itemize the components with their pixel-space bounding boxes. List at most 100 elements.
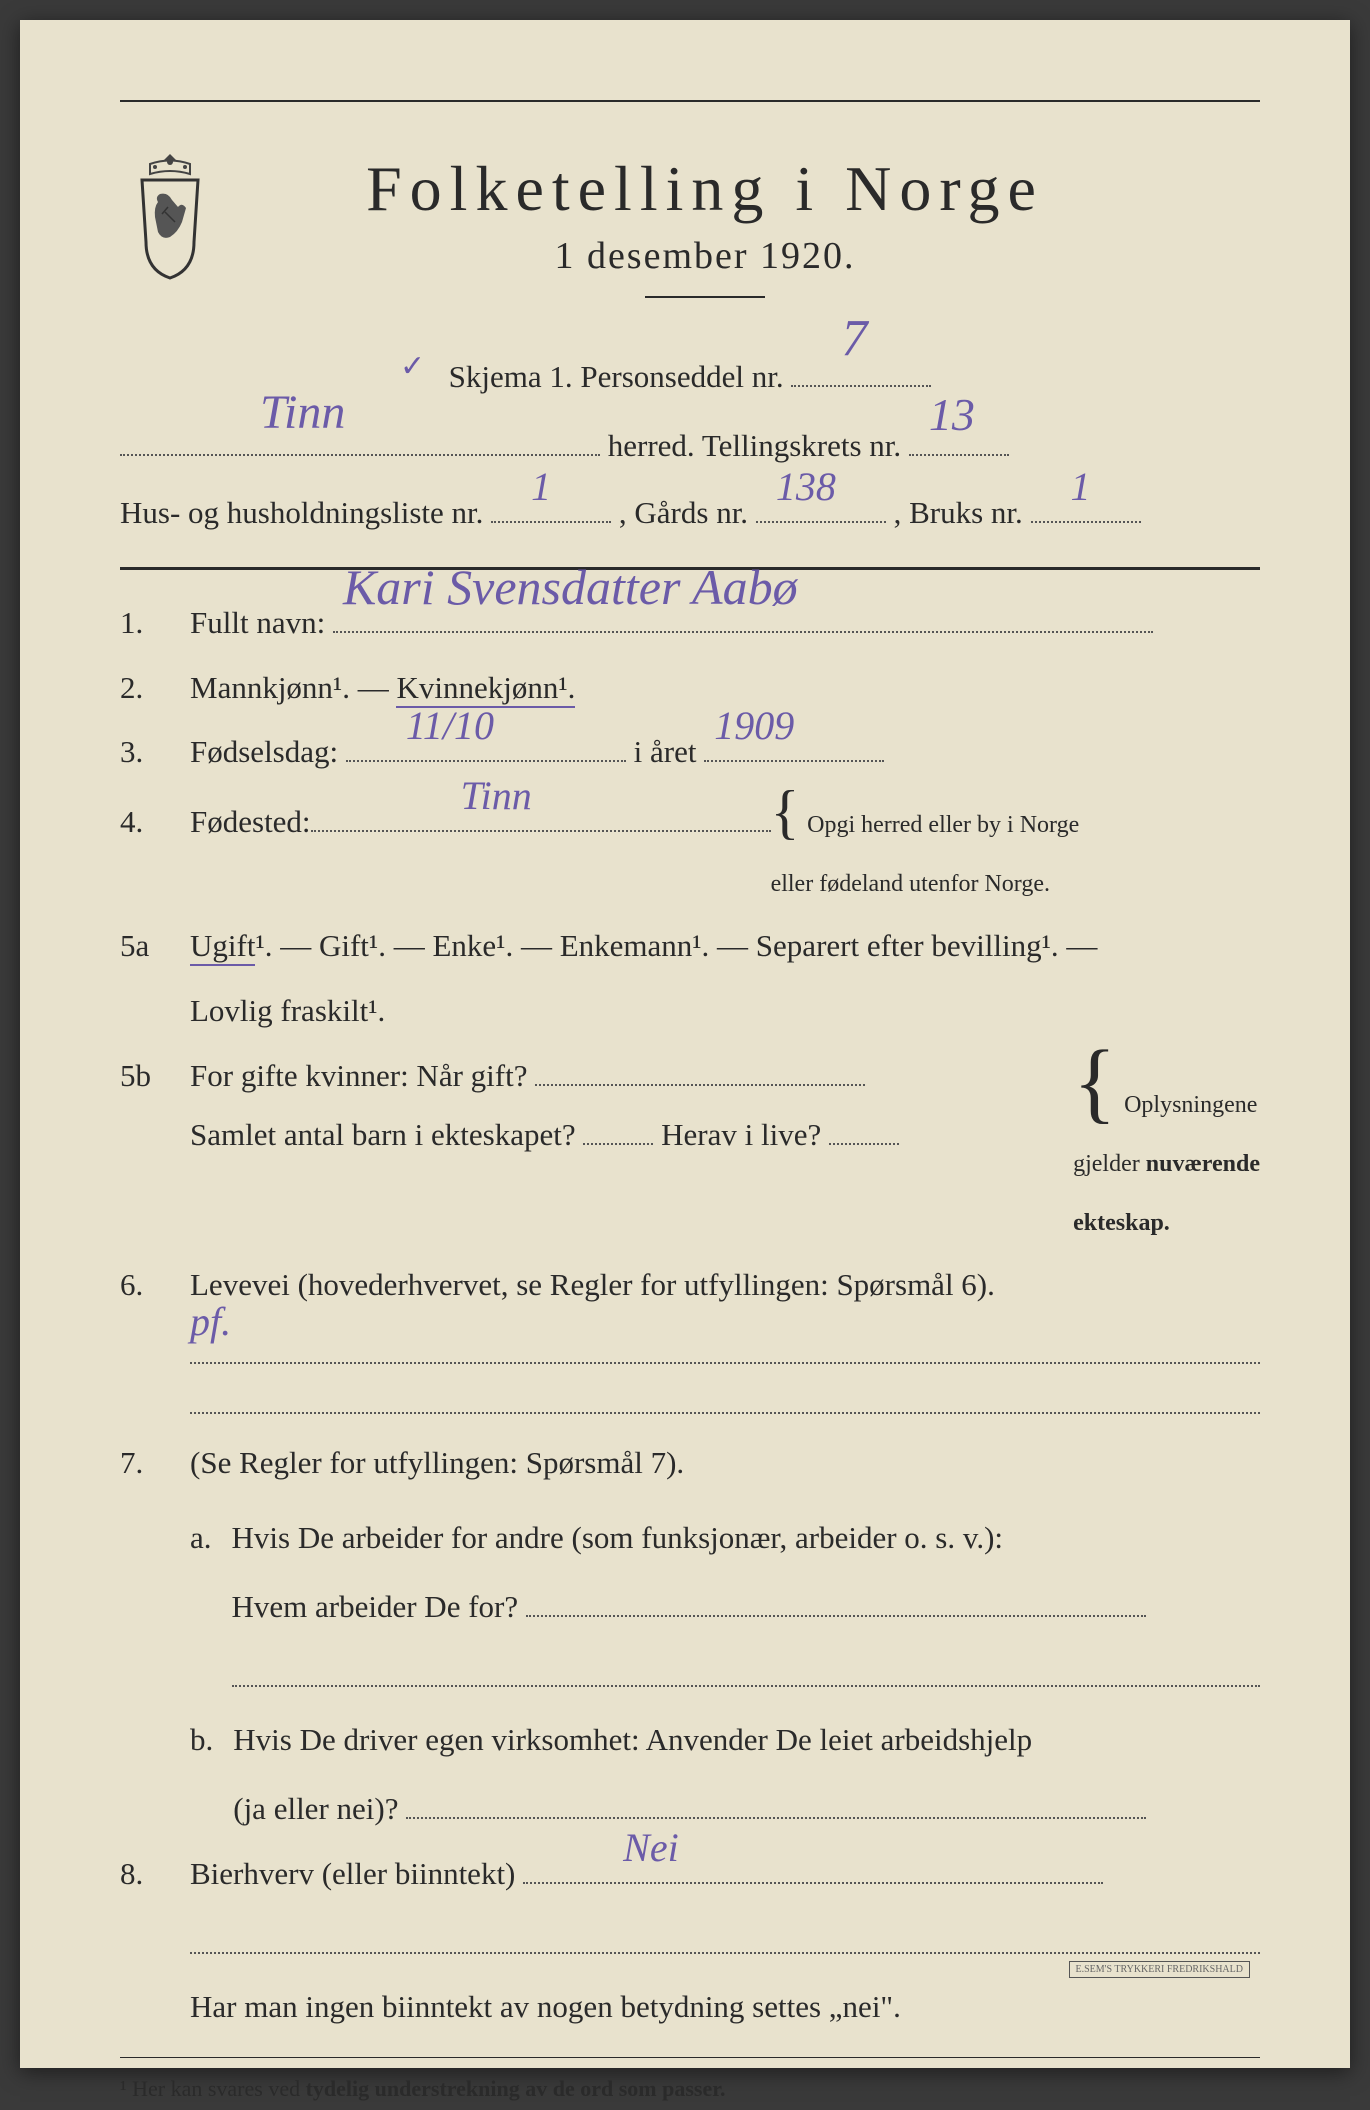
- q3-year-value: 1909: [714, 688, 794, 764]
- q6-num: 6.: [120, 1256, 170, 1315]
- q7-num: 7.: [120, 1434, 170, 1493]
- q5a-num: 5a: [120, 917, 170, 976]
- q4-num: 4.: [120, 793, 170, 852]
- q7-row: 7. (Se Regler for utfyllingen: Spørsmål …: [120, 1434, 1260, 1838]
- q4-label: Fødested:: [190, 793, 311, 852]
- q7a: a. Hvis De arbeider for andre (som funks…: [190, 1509, 1260, 1701]
- q5b-barn-field: [583, 1143, 653, 1145]
- gaards-value: 138: [776, 449, 836, 525]
- subtitle: 1 desember 1920.: [250, 234, 1160, 278]
- q3-mid: i året: [634, 734, 697, 769]
- q7b-field: [406, 1817, 1146, 1819]
- q4-row: 4. Fødested: Tinn { Opgi herred eller by…: [120, 788, 1260, 911]
- q8-row: 8. Bierhverv (eller biinntekt) Nei: [120, 1845, 1260, 1968]
- q5a-text: Ugift¹. — Gift¹. — Enke¹. — Enkemann¹. —…: [190, 928, 1097, 966]
- q4-note: Opgi herred eller by i Norge eller fødel…: [771, 812, 1080, 897]
- q5b-note3: ekteskap.: [1073, 1210, 1170, 1236]
- main-title: Folketelling i Norge: [250, 152, 1160, 226]
- q5b-row: 5b For gifte kvinner: Når gift? Samlet a…: [120, 1047, 1260, 1250]
- q8-content: Bierhverv (eller biinntekt) Nei: [190, 1845, 1260, 1968]
- q8-value: Nei: [623, 1810, 679, 1886]
- q2-label: Mannkjønn¹. —: [190, 670, 396, 705]
- q7a-line2-wrap: Hvem arbeider De for?: [232, 1578, 1260, 1637]
- title-divider: [645, 296, 765, 298]
- brace-icon-2: {: [1073, 1033, 1116, 1132]
- q5b-left: For gifte kvinner: Når gift? Samlet anta…: [190, 1047, 1063, 1250]
- q2-row: 2. Mannkjønn¹. — Kvinnekjønn¹.: [120, 659, 1260, 718]
- form-body: ✓ Skjema 1. Personseddel nr. 7 Tinn herr…: [120, 348, 1260, 2110]
- tick-mark: ✓: [400, 338, 425, 395]
- form-inner: Folketelling i Norge 1 desember 1920. ✓ …: [120, 100, 1260, 2008]
- q5a-row: 5a Ugift¹. — Gift¹. — Enke¹. — Enkemann¹…: [120, 917, 1260, 1041]
- q1-num: 1.: [120, 594, 170, 653]
- gaards-field: 138: [756, 521, 886, 523]
- tellingskrets-value: 13: [929, 371, 975, 458]
- bottom-note: Har man ingen biinntekt av nogen betydni…: [190, 1978, 1260, 2037]
- crest-svg: [120, 152, 220, 282]
- title-block: Folketelling i Norge 1 desember 1920.: [250, 152, 1260, 328]
- q7a-line2: Hvem arbeider De for?: [232, 1589, 519, 1624]
- q7a-line1: Hvis De arbeider for andre (som funksjon…: [232, 1509, 1260, 1568]
- q4-content: Fødested: Tinn { Opgi herred eller by i …: [190, 788, 1260, 911]
- q5b-gift-field: [535, 1084, 865, 1086]
- q4-note2: eller fødeland utenfor Norge.: [771, 871, 1050, 897]
- q3-day-value: 11/10: [406, 688, 494, 764]
- q7b-body: Hvis De driver egen virksomhet: Anvender…: [233, 1711, 1260, 1839]
- husliste-value: 1: [531, 449, 551, 525]
- q6-value: pf.: [190, 1284, 231, 1360]
- q1-value: Kari Svensdatter Aabø: [343, 540, 798, 635]
- q7b-line2-wrap: (ja eller nei)?: [233, 1780, 1260, 1839]
- skjema-label: Skjema 1. Personseddel nr.: [449, 359, 784, 394]
- brace-icon: {: [771, 779, 800, 845]
- gaards-label: , Gårds nr.: [619, 495, 748, 530]
- q5b-l2b: Herav i live?: [661, 1117, 821, 1152]
- q3-content: Fødselsdag: 11/10 i året 1909: [190, 723, 1260, 782]
- q4-note1: Opgi herred eller by i Norge: [807, 812, 1079, 838]
- q6-content: Levevei (hovederhvervet, se Regler for u…: [190, 1256, 1260, 1429]
- q5b-line1: For gifte kvinner: Når gift?: [190, 1047, 1063, 1106]
- q7a-line3: [232, 1651, 1260, 1687]
- q4-field: Tinn: [311, 830, 771, 832]
- footnote-rule: [120, 2057, 1260, 2058]
- q5b-note1: Oplysningene: [1124, 1092, 1257, 1118]
- q8-field: Nei: [523, 1882, 1103, 1884]
- coat-of-arms-icon: [120, 152, 220, 282]
- q5b-l1a: For gifte kvinner: Når gift?: [190, 1058, 527, 1093]
- q7a-letter: a.: [190, 1509, 212, 1701]
- q8-label: Bierhverv (eller biinntekt): [190, 1856, 515, 1891]
- q5b-live-field: [829, 1143, 899, 1145]
- footnote: ¹ Her kan svares ved tydelig understrekn…: [120, 2068, 1260, 2110]
- q5b-note-block: { Oplysningene gjelder nuværende ekteska…: [1073, 1047, 1260, 1250]
- bruks-value: 1: [1071, 449, 1091, 525]
- q7b: b. Hvis De driver egen virksomhet: Anven…: [190, 1711, 1260, 1839]
- q1-row: 1. Fullt navn: Kari Svensdatter Aabø: [120, 594, 1260, 653]
- husliste-row: Hus- og husholdningsliste nr. 1 , Gårds …: [120, 484, 1260, 543]
- q3-num: 3.: [120, 723, 170, 782]
- herred-value: Tinn: [260, 367, 345, 458]
- q1-content: Fullt navn: Kari Svensdatter Aabø: [190, 594, 1260, 653]
- personseddel-field: 7: [791, 385, 931, 387]
- q7-label: (Se Regler for utfyllingen: Spørsmål 7).: [190, 1445, 684, 1480]
- q3-label: Fødselsdag:: [190, 734, 338, 769]
- husliste-field: 1: [491, 521, 611, 523]
- q5b-line2: Samlet antal barn i ekteskapet? Herav i …: [190, 1106, 1063, 1165]
- q7b-line1: Hvis De driver egen virksomhet: Anvender…: [233, 1711, 1260, 1770]
- q4-note-block: { Opgi herred eller by i Norge eller fød…: [771, 788, 1080, 911]
- q1-label: Fullt navn:: [190, 605, 325, 640]
- herred-label: herred. Tellingskrets nr.: [608, 428, 901, 463]
- q2-num: 2.: [120, 659, 170, 718]
- q8-line2: [190, 1918, 1260, 1954]
- q3-row: 3. Fødselsdag: 11/10 i året 1909: [120, 723, 1260, 782]
- q6-line2: [190, 1378, 1260, 1414]
- q7b-letter: b.: [190, 1711, 213, 1839]
- bruks-field: 1: [1031, 521, 1141, 523]
- q7a-field: [526, 1615, 1146, 1617]
- q6-line1: pf.: [190, 1328, 1260, 1364]
- q4-value: Tinn: [461, 758, 532, 834]
- q1-field: Kari Svensdatter Aabø: [333, 631, 1153, 633]
- q5b-content: For gifte kvinner: Når gift? Samlet anta…: [190, 1047, 1260, 1250]
- q8-num: 8.: [120, 1845, 170, 1904]
- census-form-page: Folketelling i Norge 1 desember 1920. ✓ …: [20, 20, 1350, 2068]
- q6-label: Levevei (hovederhvervet, se Regler for u…: [190, 1267, 995, 1302]
- q5b-note2: gjelder nuværende: [1073, 1151, 1260, 1177]
